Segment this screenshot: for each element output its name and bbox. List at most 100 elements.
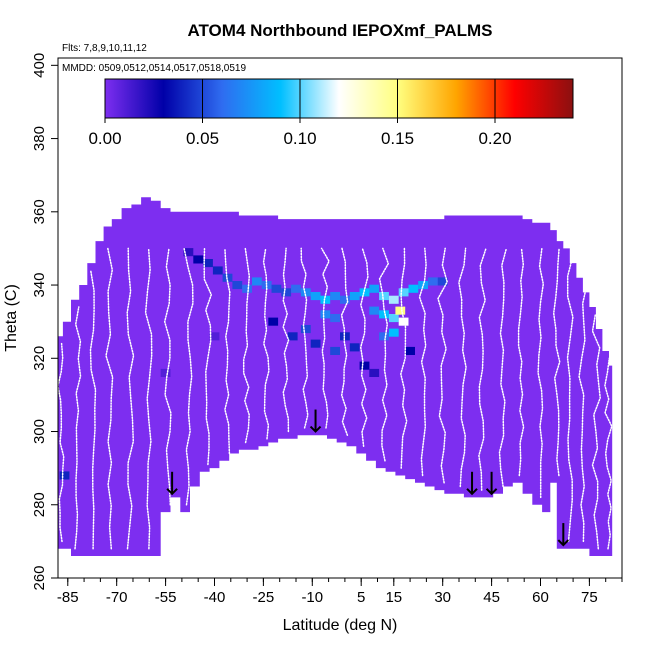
y-tick-label: 400 xyxy=(31,53,48,78)
plot-content xyxy=(58,197,613,556)
heatmap-cell xyxy=(349,292,360,301)
y-tick-label: 300 xyxy=(31,419,48,444)
arrow-markers xyxy=(166,409,570,547)
flight-track xyxy=(418,247,427,477)
heatmap-cell xyxy=(310,339,321,348)
x-axis-label: Latitude (deg N) xyxy=(283,617,398,634)
x-tick-label: -85 xyxy=(57,589,79,606)
heatmap-cell xyxy=(320,310,331,319)
dates-label: MMDD: 0509,0512,0514,0517,0518,0519 xyxy=(62,63,246,74)
flight-track xyxy=(566,254,574,543)
flight-track xyxy=(340,247,349,436)
x-tick-label: -40 xyxy=(204,589,226,606)
heatmap-cell xyxy=(388,328,399,337)
flight-track xyxy=(89,269,97,550)
x-tick-label: 15 xyxy=(385,589,402,606)
heatmap-cell xyxy=(359,361,370,370)
heatmap-cell xyxy=(268,317,279,326)
colorbar-tick-label: 0.00 xyxy=(88,129,121,148)
flight-track xyxy=(74,306,82,550)
flight-track xyxy=(126,247,135,550)
flight-track xyxy=(282,247,290,433)
y-tick-label: 340 xyxy=(31,273,48,298)
arrow-head xyxy=(166,488,178,496)
flight-track xyxy=(262,247,270,440)
colorbar-bar xyxy=(104,78,574,119)
flight-tracks xyxy=(58,247,613,550)
heatmap-cell xyxy=(330,346,340,355)
heatmap-cell xyxy=(193,255,204,264)
heatmap-cell xyxy=(59,471,70,480)
flight-track xyxy=(203,247,213,466)
heatmap-cell xyxy=(203,259,213,268)
heatmap-cell xyxy=(287,332,298,341)
heatmap-cell xyxy=(398,288,409,297)
flight-track xyxy=(183,247,194,506)
heatmap-cell xyxy=(330,314,340,323)
y-tick-label: 380 xyxy=(31,126,48,151)
heatmap-cell xyxy=(408,284,419,293)
colorbar-tick-label: 0.05 xyxy=(186,129,219,148)
flight-track xyxy=(591,313,601,550)
heatmap-cell xyxy=(388,295,399,304)
flight-track xyxy=(242,247,251,444)
flight-track xyxy=(378,247,390,462)
y-axis: 260 280 300 320 340 360 380 400 xyxy=(31,53,58,591)
heatmap-cell xyxy=(320,295,331,304)
heatmap-cell xyxy=(291,284,301,293)
heatmap-cell xyxy=(242,284,252,293)
arrow-head xyxy=(557,539,570,547)
y-axis-label: Theta (C) xyxy=(3,284,20,352)
x-tick-label: 60 xyxy=(532,589,549,606)
heatmap-cell xyxy=(209,332,220,341)
heatmap-cell xyxy=(369,284,380,293)
heatmap-cell xyxy=(379,292,389,301)
heatmap-cell xyxy=(212,266,223,275)
heatmap-cell xyxy=(271,284,282,293)
heatmap-cell xyxy=(300,325,311,334)
heatmap-cell xyxy=(369,306,380,315)
heatmap-cell xyxy=(369,368,380,377)
flight-track xyxy=(517,247,525,477)
flights-label: Flts: 7,8,9,10,11,12 xyxy=(62,43,147,54)
x-tick-label: -10 xyxy=(301,589,323,606)
plot-frame xyxy=(57,57,623,579)
y-tick-label: 320 xyxy=(31,346,48,371)
x-tick-label: -25 xyxy=(253,589,275,606)
x-tick-label: -55 xyxy=(155,589,177,606)
flight-track xyxy=(224,247,231,455)
arrow-marker xyxy=(466,471,478,496)
flight-track xyxy=(144,247,153,550)
colorbar: 0.00 0.05 0.10 0.15 0.20 xyxy=(88,78,574,148)
heatmap-cell xyxy=(232,281,243,290)
heatmap-cell xyxy=(428,277,438,286)
x-tick-label: 45 xyxy=(483,589,500,606)
field-background xyxy=(58,197,613,556)
flight-track xyxy=(58,342,65,543)
flight-track xyxy=(458,247,467,488)
heatmap-cell xyxy=(379,332,389,341)
flight-track xyxy=(163,247,172,506)
heatmap-cell xyxy=(310,292,321,301)
arrow-marker xyxy=(557,523,570,547)
flight-track xyxy=(604,357,613,550)
flight-track xyxy=(537,247,545,499)
heatmap-cell xyxy=(379,310,389,319)
x-tick-label: -70 xyxy=(106,589,128,606)
heatmap-cell xyxy=(300,288,311,297)
heatmap-cell xyxy=(160,368,171,377)
flight-track xyxy=(552,247,561,477)
arrow-marker xyxy=(485,471,498,496)
x-tick-label: 30 xyxy=(434,589,451,606)
colorbar-tick-label: 0.10 xyxy=(283,129,316,148)
arrow-head xyxy=(466,488,478,496)
x-tick-label: 5 xyxy=(357,589,365,606)
heatmap-cell xyxy=(349,343,360,352)
colorbar-tick-label: 0.15 xyxy=(381,129,414,148)
heatmap-cell xyxy=(330,292,340,301)
flight-track xyxy=(400,247,408,469)
arrow-head xyxy=(485,488,498,496)
heatmap-cell xyxy=(252,277,262,286)
colorbar-tick-label: 0.20 xyxy=(478,129,511,148)
